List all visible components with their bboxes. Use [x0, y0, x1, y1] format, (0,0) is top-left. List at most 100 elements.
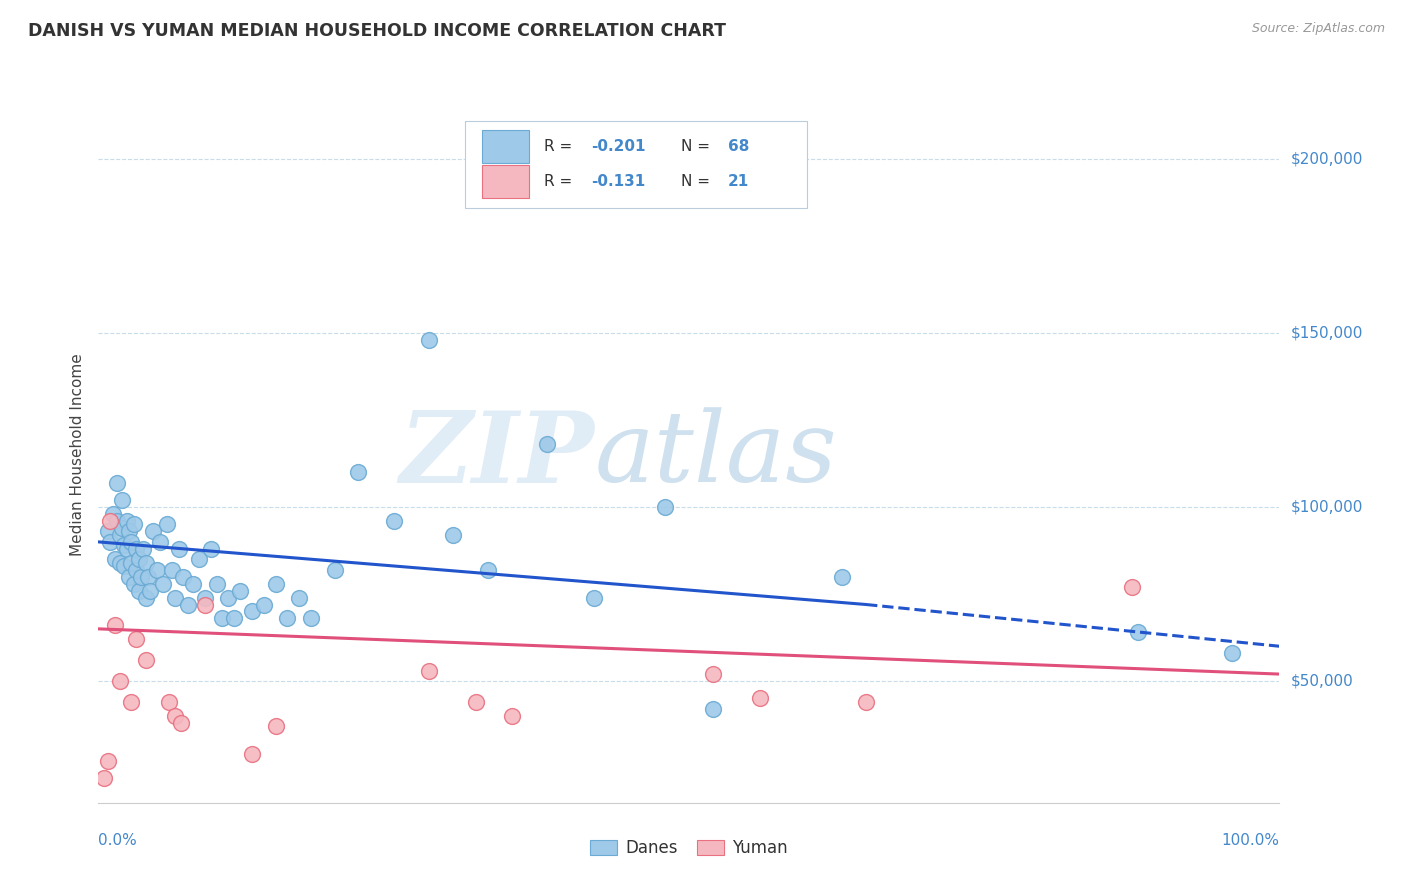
Point: [136, 570, 159, 584]
Point: [105, 514, 128, 528]
Point: [205, 576, 228, 591]
Point: [172, 570, 194, 584]
Point: [465, 695, 488, 709]
Text: $50,000: $50,000: [1291, 673, 1354, 689]
Point: [855, 695, 877, 709]
Text: 100.0%: 100.0%: [1222, 833, 1279, 848]
Point: [111, 493, 134, 508]
Point: [702, 667, 724, 681]
Point: [115, 541, 138, 556]
Point: [583, 591, 606, 605]
Point: [323, 563, 346, 577]
Point: [240, 747, 263, 761]
Point: [135, 653, 157, 667]
Text: atlas: atlas: [595, 408, 837, 502]
Point: [98, 514, 121, 528]
Point: [441, 528, 464, 542]
Point: [299, 611, 322, 625]
Text: 21: 21: [728, 174, 749, 189]
Point: [253, 598, 276, 612]
Point: [1126, 625, 1149, 640]
Point: [121, 695, 143, 709]
Point: [101, 507, 124, 521]
Point: [1121, 580, 1143, 594]
Point: [276, 611, 298, 625]
Point: [112, 538, 135, 552]
Point: [112, 559, 135, 574]
Bar: [482, 130, 530, 163]
Text: $200,000: $200,000: [1291, 152, 1362, 167]
Point: [501, 708, 523, 723]
Point: [111, 521, 134, 535]
Point: [167, 541, 190, 556]
Point: [97, 754, 120, 768]
Point: [264, 719, 287, 733]
Text: $150,000: $150,000: [1291, 326, 1362, 341]
Point: [177, 598, 200, 612]
Point: [165, 708, 187, 723]
Text: 68: 68: [728, 139, 749, 154]
Point: [129, 570, 152, 584]
Bar: [482, 165, 530, 198]
Point: [108, 528, 131, 542]
Point: [121, 556, 143, 570]
Point: [118, 570, 141, 584]
Point: [93, 772, 115, 786]
Point: [748, 691, 770, 706]
Point: [1220, 646, 1243, 660]
Text: ZIP: ZIP: [399, 407, 595, 503]
Point: [128, 552, 150, 566]
Point: [418, 664, 440, 678]
Point: [135, 556, 157, 570]
Point: [97, 524, 120, 539]
Point: [194, 591, 217, 605]
Point: [264, 576, 287, 591]
FancyBboxPatch shape: [464, 121, 807, 208]
Point: [98, 534, 121, 549]
Point: [165, 591, 187, 605]
Point: [125, 541, 148, 556]
Point: [105, 475, 128, 490]
Point: [382, 514, 405, 528]
Point: [104, 552, 127, 566]
Point: [135, 591, 157, 605]
Y-axis label: Median Household Income: Median Household Income: [70, 353, 86, 557]
Point: [187, 552, 209, 566]
Text: $100,000: $100,000: [1291, 500, 1362, 515]
Point: [170, 715, 193, 730]
Text: -0.201: -0.201: [591, 139, 645, 154]
Point: [125, 563, 148, 577]
Point: [149, 534, 172, 549]
Point: [240, 605, 263, 619]
Point: [157, 695, 180, 709]
Text: N =: N =: [681, 139, 714, 154]
Point: [217, 591, 239, 605]
Point: [288, 591, 311, 605]
Point: [125, 632, 148, 647]
Point: [122, 517, 145, 532]
Point: [200, 541, 222, 556]
Point: [229, 583, 252, 598]
Point: [115, 514, 138, 528]
Point: [118, 524, 141, 539]
Point: [418, 333, 440, 347]
Point: [654, 500, 676, 514]
Point: [181, 576, 204, 591]
Point: [139, 583, 162, 598]
Point: [152, 576, 174, 591]
Point: [224, 611, 246, 625]
Text: N =: N =: [681, 174, 714, 189]
Point: [108, 556, 131, 570]
Point: [128, 583, 150, 598]
Point: [477, 563, 499, 577]
Text: 0.0%: 0.0%: [98, 833, 138, 848]
Point: [142, 524, 165, 539]
Point: [831, 570, 853, 584]
Point: [146, 563, 169, 577]
Point: [194, 598, 217, 612]
Point: [108, 674, 131, 689]
Point: [160, 563, 183, 577]
Point: [536, 437, 558, 451]
Point: [104, 618, 127, 632]
Text: R =: R =: [544, 174, 576, 189]
